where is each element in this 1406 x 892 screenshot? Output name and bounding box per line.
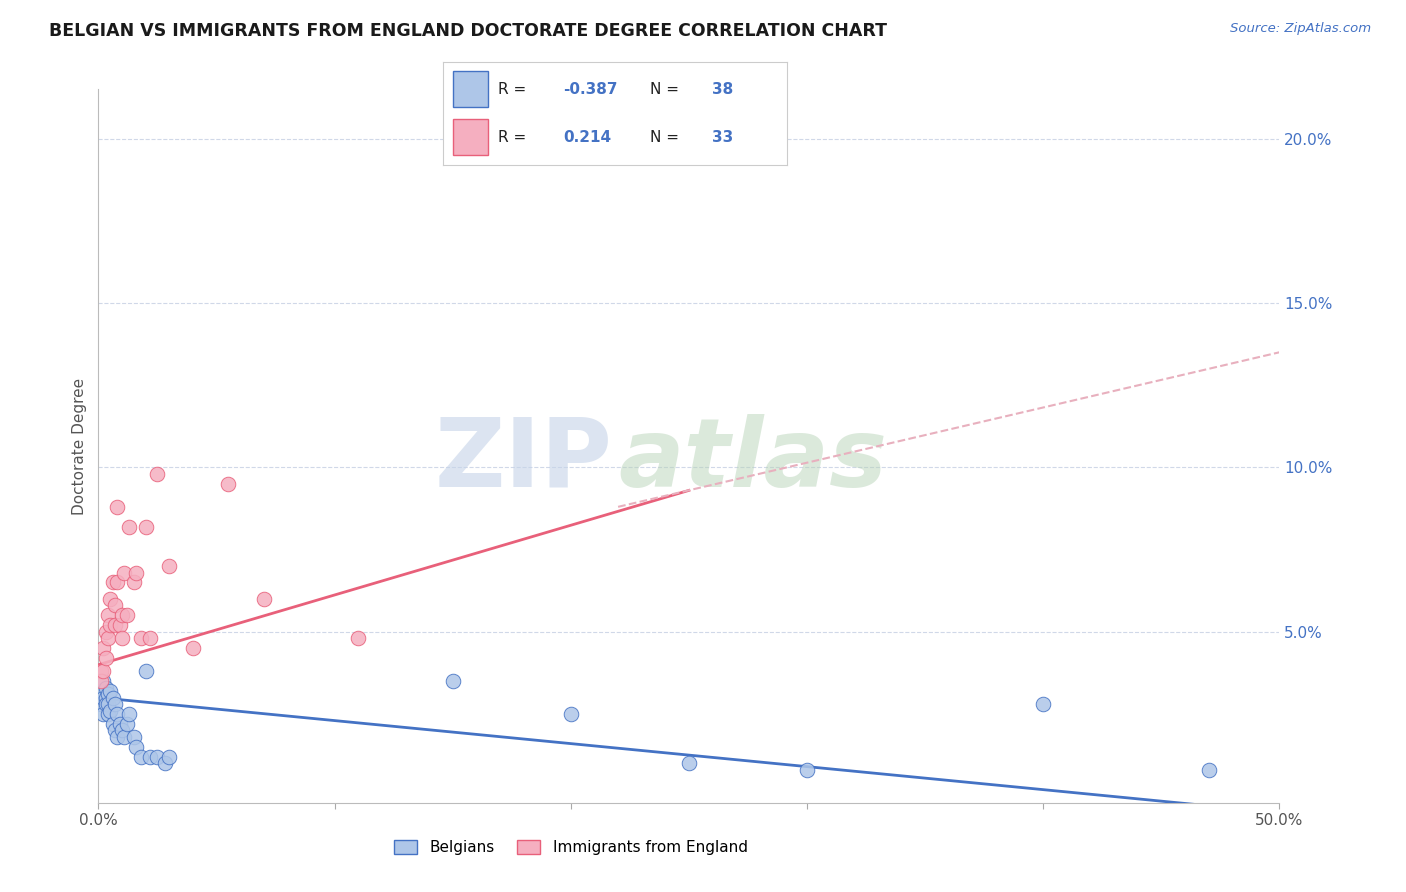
Point <box>94 651 117 665</box>
Point <box>129 749 152 764</box>
Point <box>104 599 127 613</box>
Point <box>91 706 114 721</box>
Point <box>101 575 124 590</box>
Point <box>90 674 112 689</box>
Point <box>157 749 180 764</box>
Point <box>97 697 120 711</box>
FancyBboxPatch shape <box>453 119 488 155</box>
Point <box>90 665 112 679</box>
Point <box>104 618 127 632</box>
Point <box>118 706 141 721</box>
Point <box>111 608 134 623</box>
Point <box>157 559 180 574</box>
Point <box>118 519 141 533</box>
Point <box>153 756 176 771</box>
Point <box>94 690 117 705</box>
Point <box>91 690 114 705</box>
Text: 0.214: 0.214 <box>564 130 612 145</box>
Point <box>98 684 121 698</box>
Point <box>115 608 138 623</box>
Point <box>347 632 370 646</box>
Text: R =: R = <box>498 130 526 145</box>
Point <box>94 681 117 695</box>
Point <box>115 717 138 731</box>
Text: atlas: atlas <box>619 414 887 507</box>
Point <box>105 500 128 514</box>
Point <box>135 519 157 533</box>
Point <box>98 591 121 606</box>
Point <box>97 632 120 646</box>
Point <box>217 476 239 491</box>
Point <box>90 697 112 711</box>
Text: Source: ZipAtlas.com: Source: ZipAtlas.com <box>1230 22 1371 36</box>
Point <box>253 591 276 606</box>
Point <box>101 717 124 731</box>
Point <box>91 665 114 679</box>
Point <box>560 706 582 721</box>
Point <box>94 624 117 639</box>
Point <box>111 723 134 738</box>
Point <box>91 641 114 656</box>
Point <box>98 618 121 632</box>
Point <box>125 566 148 580</box>
Point <box>98 704 121 718</box>
Point <box>139 632 162 646</box>
Point <box>104 723 127 738</box>
Point <box>90 684 112 698</box>
Point <box>139 749 162 764</box>
Point <box>146 749 169 764</box>
Point <box>97 687 120 701</box>
Point <box>108 618 131 632</box>
Point <box>122 730 145 744</box>
Point <box>1198 763 1220 777</box>
Point <box>105 575 128 590</box>
Text: N =: N = <box>650 130 679 145</box>
Point <box>441 148 464 162</box>
Text: R =: R = <box>498 81 526 96</box>
Point <box>441 674 464 689</box>
Point <box>122 575 145 590</box>
Point <box>91 674 114 689</box>
FancyBboxPatch shape <box>453 70 488 106</box>
Point <box>94 697 117 711</box>
Point <box>108 717 131 731</box>
Y-axis label: Doctorate Degree: Doctorate Degree <box>72 377 87 515</box>
Legend: Belgians, Immigrants from England: Belgians, Immigrants from England <box>387 832 755 863</box>
Text: BELGIAN VS IMMIGRANTS FROM ENGLAND DOCTORATE DEGREE CORRELATION CHART: BELGIAN VS IMMIGRANTS FROM ENGLAND DOCTO… <box>49 22 887 40</box>
Point <box>112 730 135 744</box>
Text: N =: N = <box>650 81 679 96</box>
Point <box>1032 697 1054 711</box>
Point <box>105 730 128 744</box>
Point <box>111 632 134 646</box>
Point <box>105 706 128 721</box>
Point <box>125 739 148 754</box>
Point <box>146 467 169 481</box>
Point <box>181 641 204 656</box>
Point <box>112 566 135 580</box>
Point <box>101 690 124 705</box>
Text: -0.387: -0.387 <box>564 81 619 96</box>
Point <box>678 756 700 771</box>
Point <box>135 665 157 679</box>
Text: ZIP: ZIP <box>434 414 612 507</box>
Point <box>97 706 120 721</box>
Point <box>129 632 152 646</box>
Point <box>796 763 818 777</box>
Point <box>97 608 120 623</box>
Text: 38: 38 <box>711 81 733 96</box>
Text: 33: 33 <box>711 130 733 145</box>
Point <box>104 697 127 711</box>
